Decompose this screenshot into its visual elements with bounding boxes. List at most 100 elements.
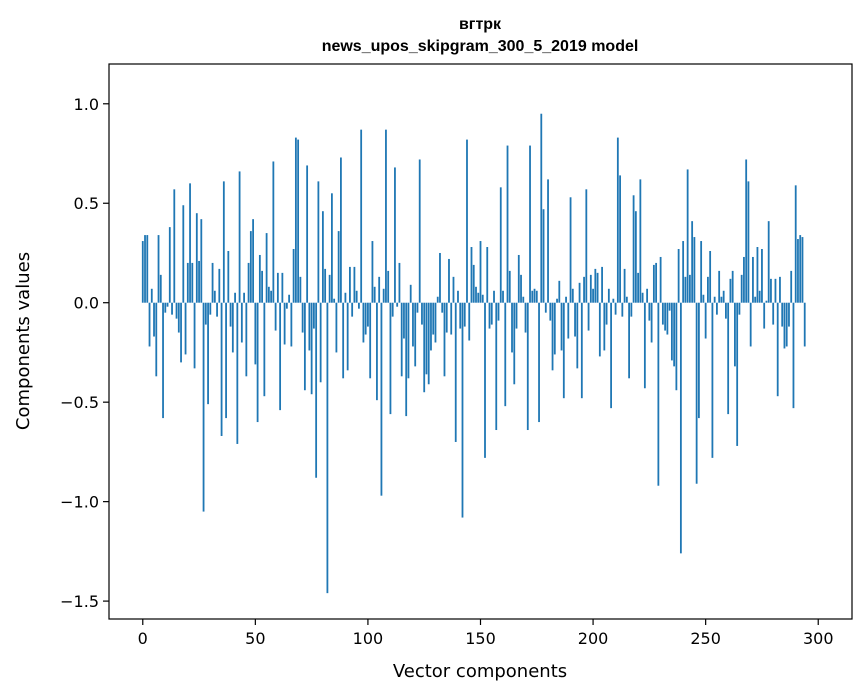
bar (797, 239, 799, 303)
bar (432, 302, 435, 335)
chart-subtitle: news_upos_skipgram_300_5_2019 model (322, 38, 639, 55)
bar (249, 231, 252, 303)
bar (506, 145, 509, 303)
bar (279, 302, 282, 411)
bar (770, 278, 772, 303)
bar (380, 302, 383, 496)
bar (373, 286, 376, 303)
bar (668, 302, 671, 311)
bar (157, 235, 160, 303)
bar (331, 193, 333, 303)
bar (283, 302, 286, 345)
bar (779, 276, 781, 303)
bar (538, 302, 540, 423)
bar (391, 302, 394, 317)
bar (452, 276, 455, 303)
bar (240, 302, 243, 343)
bar (643, 302, 646, 389)
bar (319, 302, 322, 383)
y-tick-label: 1.0 (74, 95, 99, 114)
bar (340, 157, 342, 303)
bar (261, 270, 263, 303)
bar (479, 241, 482, 303)
bar (229, 302, 232, 327)
bar (362, 302, 365, 343)
bar (664, 302, 667, 331)
bar (711, 302, 714, 458)
bar (587, 302, 590, 331)
bar (335, 302, 338, 353)
bar (592, 288, 594, 303)
bar (216, 302, 218, 317)
bar (632, 195, 635, 303)
x-tick-label: 100 (353, 629, 384, 648)
bar (430, 302, 432, 351)
bar (236, 302, 239, 444)
bar (707, 276, 709, 303)
bar (297, 139, 300, 303)
bar (166, 302, 169, 307)
bar (661, 302, 664, 325)
bar (634, 211, 637, 303)
bar (558, 280, 561, 303)
bar (562, 302, 565, 399)
bar (245, 302, 248, 377)
bar (301, 302, 304, 333)
x-tick-label: 150 (465, 629, 496, 648)
bar (315, 302, 318, 478)
bar (743, 256, 745, 303)
bar (328, 274, 331, 303)
bar (321, 211, 324, 303)
bar (571, 288, 574, 303)
bar (407, 302, 410, 379)
bar (736, 302, 739, 446)
bar (698, 302, 700, 419)
bar (290, 302, 293, 347)
bar (281, 272, 284, 303)
bar (475, 286, 477, 303)
bar (448, 258, 450, 303)
bar (285, 302, 288, 309)
bar (688, 274, 691, 303)
bar (535, 290, 538, 303)
bar (788, 302, 790, 327)
bar (209, 302, 212, 315)
bar (155, 302, 158, 377)
bar (342, 302, 345, 379)
bar (423, 302, 426, 393)
bar (801, 237, 804, 303)
y-tick-label: −1.5 (60, 592, 99, 611)
bar (412, 302, 414, 347)
bar (540, 113, 543, 303)
bar (324, 268, 327, 303)
x-tick-label: 200 (578, 629, 609, 648)
bar (177, 302, 180, 333)
bar (222, 181, 225, 303)
bar (441, 302, 444, 313)
bar (477, 292, 480, 303)
y-tick-label: 0.0 (74, 294, 99, 313)
bar (416, 302, 419, 313)
bar (758, 290, 761, 303)
bar (204, 302, 207, 325)
bar (646, 288, 649, 303)
y-axis: −1.5 −1.0 −0.5 0.0 0.5 1.0 (60, 95, 109, 611)
bar (767, 221, 770, 303)
bar (621, 302, 624, 317)
bar (549, 302, 552, 321)
bar (443, 302, 446, 377)
bar (542, 209, 545, 303)
bar (159, 274, 162, 303)
bar (524, 302, 527, 333)
y-tick-label: −1.0 (60, 493, 99, 512)
bar (765, 300, 768, 303)
bar (625, 296, 628, 303)
bar (141, 241, 144, 303)
bar (353, 266, 356, 303)
bar (677, 249, 680, 303)
bar (175, 302, 178, 319)
bar (486, 247, 489, 303)
bar (515, 302, 518, 329)
bar (725, 302, 727, 319)
bar (344, 292, 347, 303)
